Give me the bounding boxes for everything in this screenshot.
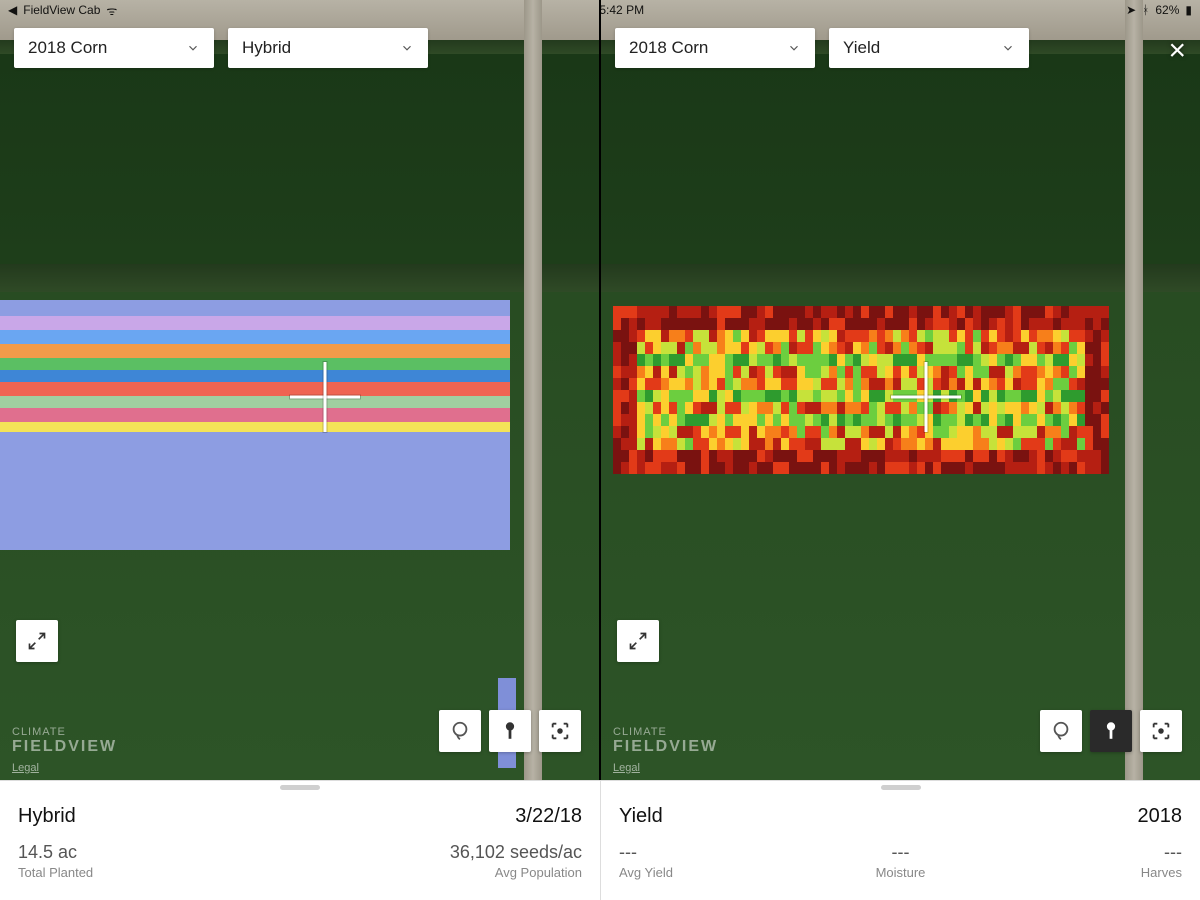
location-icon: ➤ — [1126, 3, 1136, 17]
left-layer-label: Hybrid — [242, 38, 291, 58]
left-season-label: 2018 Corn — [28, 38, 107, 58]
brand-logo: CLIMATE FIELDVIEW — [12, 726, 117, 756]
right-metric1-label: Avg Yield — [619, 865, 793, 880]
left-layer-dropdown[interactable]: Hybrid — [228, 28, 428, 68]
status-left: ◀ FieldView Cab ᯤ — [8, 2, 117, 19]
legal-link[interactable]: Legal — [613, 762, 640, 774]
expand-button[interactable] — [617, 620, 659, 662]
battery-label: 62% — [1155, 3, 1179, 17]
center-button[interactable] — [1140, 710, 1182, 752]
lasso-button[interactable] — [439, 710, 481, 752]
right-metric3-value: --- — [1008, 842, 1182, 863]
expand-button[interactable] — [16, 620, 58, 662]
right-season-dropdown[interactable]: 2018 Corn — [615, 28, 815, 68]
drag-handle[interactable] — [280, 785, 320, 790]
center-icon — [549, 720, 571, 742]
left-map-pane[interactable]: 2018 Corn Hybrid CLIMATE FIELDVIEW Legal — [0, 0, 599, 780]
brand-line2: FIELDVIEW — [12, 738, 117, 756]
right-info-panel[interactable]: Yield 2018 --- Avg Yield --- Moisture --… — [600, 781, 1200, 900]
left-metric1-value: 14.5 ac — [18, 842, 93, 863]
chevron-down-icon — [787, 41, 801, 55]
split-panes: 2018 Corn Hybrid CLIMATE FIELDVIEW Legal — [0, 0, 1200, 780]
center-button[interactable] — [539, 710, 581, 752]
yield-overlay — [613, 306, 1109, 474]
status-time: 5:42 PM — [599, 3, 644, 17]
battery-icon: ▮ — [1185, 3, 1192, 17]
left-metric1-label: Total Planted — [18, 865, 93, 880]
lasso-icon — [1050, 720, 1072, 742]
left-dropdowns: 2018 Corn Hybrid — [14, 28, 428, 68]
status-bar: ◀ FieldView Cab ᯤ 5:42 PM ➤ ᚼ 62% ▮ — [0, 0, 1200, 20]
left-info-panel[interactable]: Hybrid 3/22/18 14.5 ac Total Planted 36,… — [0, 781, 600, 900]
app-root: ◀ FieldView Cab ᯤ 5:42 PM ➤ ᚼ 62% ▮ 2018… — [0, 0, 1200, 900]
hybrid-overlay — [0, 300, 510, 550]
right-metric1-value: --- — [619, 842, 793, 863]
crosshair-icon[interactable] — [290, 362, 360, 432]
center-icon — [1150, 720, 1172, 742]
right-metric2-label: Moisture — [813, 865, 987, 880]
drag-handle[interactable] — [881, 785, 921, 790]
expand-icon — [27, 631, 47, 651]
crosshair-icon[interactable] — [891, 362, 961, 432]
back-caret-icon: ◀ — [8, 3, 17, 17]
status-right: ➤ ᚼ 62% ▮ — [1126, 3, 1192, 17]
brand-line2: FIELDVIEW — [613, 738, 718, 756]
pin-button[interactable] — [1090, 710, 1132, 752]
chevron-down-icon — [186, 41, 200, 55]
right-dropdowns: 2018 Corn Yield — [615, 28, 1029, 68]
right-metric2-value: --- — [813, 842, 987, 863]
wifi-icon: ᯤ — [106, 2, 117, 19]
pin-icon — [1100, 720, 1122, 742]
back-app-label: FieldView Cab — [23, 3, 100, 17]
close-split-button[interactable]: × — [1168, 34, 1186, 68]
lasso-button[interactable] — [1040, 710, 1082, 752]
brand-line1: CLIMATE — [613, 726, 718, 738]
right-info-date: 2018 — [1138, 805, 1183, 828]
right-metric3-label: Harves — [1008, 865, 1182, 880]
left-metric2-value: 36,102 seeds/ac — [450, 842, 582, 863]
right-layer-label: Yield — [843, 38, 880, 58]
info-bars: Hybrid 3/22/18 14.5 ac Total Planted 36,… — [0, 780, 1200, 900]
chevron-down-icon — [400, 41, 414, 55]
right-map-pane[interactable]: 2018 Corn Yield × CLIMATE FIELDVIEW Lega… — [601, 0, 1200, 780]
expand-icon — [628, 631, 648, 651]
left-season-dropdown[interactable]: 2018 Corn — [14, 28, 214, 68]
chevron-down-icon — [1001, 41, 1015, 55]
legal-link[interactable]: Legal — [12, 762, 39, 774]
right-season-label: 2018 Corn — [629, 38, 708, 58]
bluetooth-icon: ᚼ — [1142, 3, 1149, 17]
brand-logo: CLIMATE FIELDVIEW — [613, 726, 718, 756]
brand-line1: CLIMATE — [12, 726, 117, 738]
pin-button[interactable] — [489, 710, 531, 752]
pin-icon — [499, 720, 521, 742]
left-info-title: Hybrid — [18, 805, 76, 828]
left-info-date: 3/22/18 — [515, 805, 582, 828]
lasso-icon — [449, 720, 471, 742]
right-info-title: Yield — [619, 805, 663, 828]
right-layer-dropdown[interactable]: Yield — [829, 28, 1029, 68]
left-metric2-label: Avg Population — [450, 865, 582, 880]
